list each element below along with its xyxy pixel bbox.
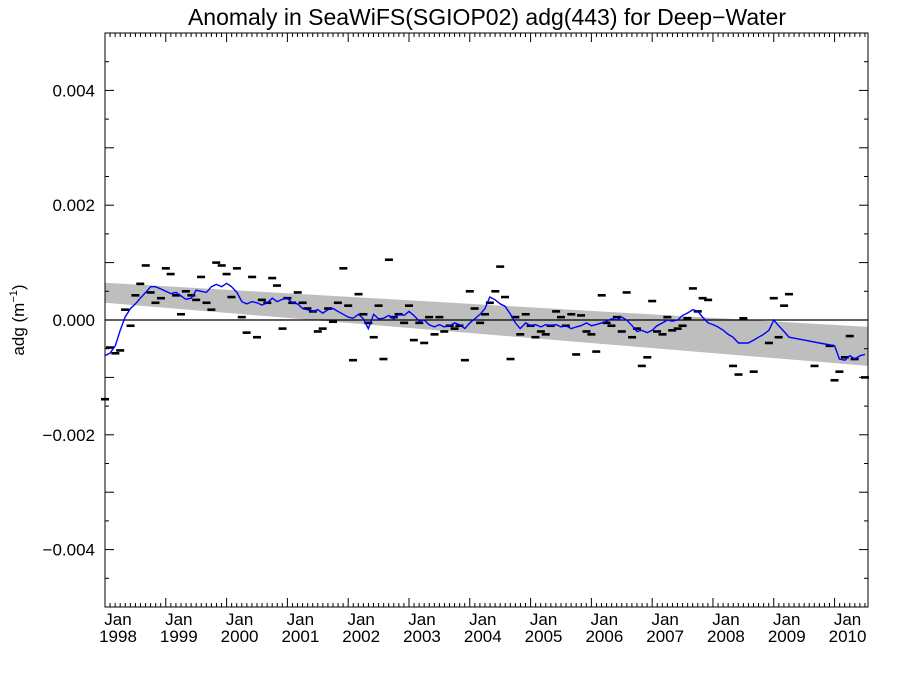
x-tick-label-year: 2009: [768, 627, 806, 646]
y-tick-label: 0.002: [52, 196, 95, 215]
y-axis-label: adg (m−1): [8, 284, 28, 355]
x-tick-label-year: 1999: [160, 627, 198, 646]
chart-title: Anomaly in SeaWiFS(SGIOP02) adg(443) for…: [188, 4, 786, 30]
x-tick-label-year: 2005: [525, 627, 563, 646]
x-tick-label-month: Jan: [347, 610, 374, 629]
x-tick-label-month: Jan: [712, 610, 739, 629]
x-tick-label-year: 2003: [403, 627, 441, 646]
x-tick-label-year: 1998: [99, 627, 137, 646]
x-tick-label-year: 2007: [646, 627, 684, 646]
x-tick-label-month: Jan: [469, 610, 496, 629]
y-tick-label: −0.002: [43, 426, 95, 445]
y-axis-label-exponent: −1: [8, 290, 20, 303]
x-tick-label-month: Jan: [165, 610, 192, 629]
running-mean-line: [104, 282, 866, 361]
x-tick-label-month: Jan: [104, 610, 131, 629]
x-tick-label-year: 2008: [707, 627, 745, 646]
x-tick-label-year: 2004: [464, 627, 502, 646]
x-tick-label-year: 2006: [585, 627, 623, 646]
x-tick-label-month: Jan: [530, 610, 557, 629]
trend-confidence-band: [105, 282, 868, 366]
y-tick-label: 0.004: [52, 81, 95, 100]
x-tick-label-month: Jan: [591, 610, 618, 629]
x-tick-label-month: Jan: [651, 610, 678, 629]
y-tick-label: 0.000: [52, 311, 95, 330]
x-tick-label-month: Jan: [834, 610, 861, 629]
x-tick-label-year: 2010: [829, 627, 867, 646]
x-tick-label-month: Jan: [773, 610, 800, 629]
x-tick-label-month: Jan: [408, 610, 435, 629]
x-tick-label-year: 2001: [281, 627, 319, 646]
x-tick-label-month: Jan: [287, 610, 314, 629]
x-tick-label-month: Jan: [226, 610, 253, 629]
y-axis-label-main: adg (m: [9, 303, 28, 356]
y-axis-label-tail: ): [9, 284, 28, 290]
x-tick-label-year: 2000: [221, 627, 259, 646]
x-tick-label-year: 2002: [342, 627, 380, 646]
y-tick-label: −0.004: [43, 541, 95, 560]
plot-area: 0.0040.0020.000−0.002−0.004Jan1998Jan199…: [43, 32, 869, 646]
